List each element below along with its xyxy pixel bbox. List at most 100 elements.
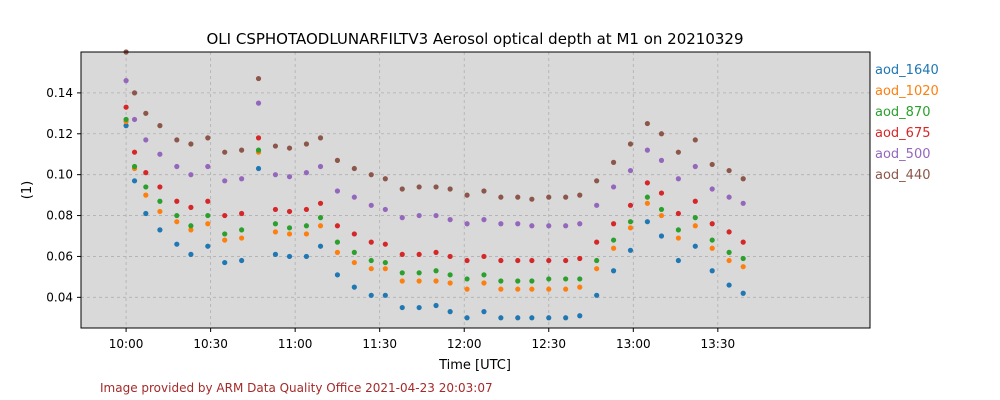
data-point [563, 276, 569, 282]
data-point [239, 235, 245, 241]
x-tick-label: 12:30 [531, 337, 566, 351]
data-point [740, 255, 746, 262]
data-point [433, 268, 439, 274]
data-point [368, 202, 374, 208]
data-point [368, 239, 374, 245]
data-point [709, 268, 715, 274]
data-point [740, 239, 746, 245]
data-point [740, 200, 746, 206]
data-point [368, 257, 374, 264]
data-point [658, 131, 665, 137]
data-point [658, 233, 665, 239]
data-point [546, 276, 552, 282]
data-point [255, 165, 262, 172]
data-point [447, 280, 453, 286]
data-point [205, 198, 211, 204]
data-point [222, 212, 228, 219]
data-point [515, 286, 521, 292]
data-point [577, 221, 583, 227]
data-point [563, 194, 569, 200]
y-axis-label: (1) [20, 181, 35, 199]
data-point [416, 278, 422, 284]
credit-text: Image provided by ARM Data Quality Offic… [100, 381, 493, 395]
data-point [740, 176, 746, 182]
data-point [594, 178, 600, 184]
data-point [546, 257, 552, 264]
data-point [222, 237, 228, 243]
data-point [529, 315, 535, 321]
data-point [481, 188, 487, 194]
data-point [123, 78, 129, 84]
legend-entry-aod_675: aod_675 [875, 126, 931, 141]
plot-area [81, 52, 870, 328]
data-point [334, 272, 341, 278]
data-point [188, 223, 194, 229]
data-point [498, 315, 504, 321]
data-point [433, 278, 439, 284]
data-point [382, 176, 388, 182]
data-point [399, 186, 405, 192]
data-point [416, 304, 422, 311]
data-point [529, 257, 535, 264]
data-point [515, 257, 521, 264]
data-point [157, 184, 163, 190]
grid-lines [81, 52, 870, 328]
data-point [205, 243, 211, 249]
data-point [726, 257, 732, 264]
data-point [726, 194, 732, 200]
y-tick-label: 0.14 [46, 86, 73, 100]
data-point [675, 149, 681, 155]
data-point [675, 227, 681, 233]
data-point [627, 225, 634, 231]
data-point [481, 253, 487, 260]
data-point [399, 270, 405, 276]
data-point [515, 278, 521, 284]
data-point [174, 163, 180, 170]
data-point [157, 123, 163, 129]
data-point [515, 194, 521, 200]
series-aod_440 [123, 49, 746, 202]
data-point [627, 141, 634, 147]
data-point [709, 221, 715, 227]
data-point [317, 243, 324, 249]
data-point [692, 215, 698, 221]
data-point [416, 251, 422, 257]
data-point [239, 257, 245, 264]
data-point [675, 176, 681, 182]
data-point [726, 282, 732, 288]
data-point [498, 194, 504, 200]
data-point [546, 223, 552, 229]
data-point [239, 227, 245, 233]
data-point [610, 221, 617, 227]
data-point [382, 241, 388, 247]
data-point [368, 172, 374, 178]
data-point [498, 278, 504, 284]
data-point [433, 249, 439, 255]
data-point [610, 237, 617, 243]
data-point [658, 157, 665, 163]
data-point [286, 225, 293, 231]
data-point [464, 315, 470, 321]
data-point [709, 245, 715, 251]
data-point [143, 210, 149, 217]
data-point [222, 259, 228, 266]
data-point [610, 184, 617, 190]
data-point [726, 229, 732, 235]
x-tick-label: 10:00 [109, 337, 144, 351]
data-point [447, 272, 453, 278]
data-point [546, 194, 552, 200]
data-point [447, 217, 453, 223]
data-point [464, 286, 470, 292]
data-point [577, 276, 583, 282]
data-point [594, 202, 600, 208]
data-point [303, 206, 310, 213]
data-point [239, 176, 245, 182]
data-point [644, 120, 650, 127]
data-point [351, 165, 357, 172]
data-point [188, 141, 194, 147]
data-point [627, 219, 634, 225]
data-point [546, 286, 552, 292]
data-point [692, 223, 698, 229]
data-points [123, 49, 746, 321]
data-point [577, 192, 583, 198]
